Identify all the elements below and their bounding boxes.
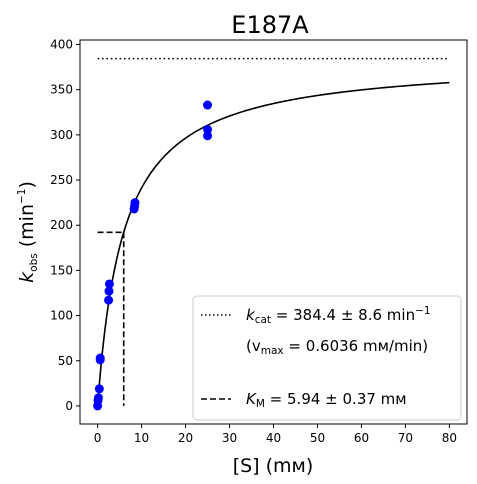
data-point [104, 295, 114, 305]
data-point [93, 393, 103, 403]
legend-kcat-value: = 384.4 ± 8.6 min [271, 306, 415, 324]
data-point [130, 198, 140, 208]
data-point [95, 353, 105, 363]
legend-vmax-open: (v [246, 337, 261, 355]
y-tick-label: 50 [58, 354, 73, 368]
legend-kcat-exponent: −1 [415, 305, 430, 317]
x-tick-label: 80 [442, 431, 457, 445]
x-axis-ticks: 0 10 20 30 40 50 60 70 80 [94, 424, 457, 445]
x-tick-label: 50 [310, 431, 325, 445]
data-point [203, 131, 213, 141]
legend-km-subscript: M [256, 398, 265, 410]
data-point [104, 286, 114, 296]
y-tick-label: 100 [50, 309, 73, 323]
x-tick-label: 0 [94, 431, 102, 445]
legend-vmax-subscript: max [261, 345, 284, 357]
data-point [94, 384, 104, 394]
x-tick-label: 20 [178, 431, 193, 445]
y-tick-label: 0 [65, 399, 73, 413]
legend-kcat-entry: kcat = 384.4 ± 8.6 min−1 [246, 305, 431, 326]
legend-km-value: = 5.94 ± 0.37 mᴍ [265, 390, 407, 408]
y-axis-label-sub: obs [28, 253, 40, 272]
reference-lines [97, 57, 450, 406]
x-tick-label: 30 [222, 431, 237, 445]
fit-curve [96, 81, 450, 406]
plot-area: 0 10 20 30 40 50 60 70 80 0 50 100 150 200 250 300 350 4… [50, 38, 468, 445]
y-axis-label-main: k [16, 271, 38, 283]
y-axis-ticks: 0 50 100 150 200 250 300 350 400 [50, 38, 80, 413]
legend-box [192, 295, 462, 421]
x-tick-label: 40 [266, 431, 281, 445]
data-points [93, 100, 213, 411]
legend-vmax-value: = 0.6036 mᴍ/min) [284, 337, 428, 355]
x-tick-label: 60 [354, 431, 369, 445]
y-tick-label: 250 [50, 173, 73, 187]
legend-kcat-subscript: cat [255, 314, 271, 326]
y-axis-label-unit-exp: −1 [16, 189, 28, 204]
legend-km-entry: KM = 5.94 ± 0.37 mᴍ [246, 390, 407, 410]
x-tick-label: 10 [134, 431, 149, 445]
data-point [203, 100, 213, 110]
y-tick-label: 150 [50, 263, 73, 277]
legend: kcat = 384.4 ± 8.6 min−1 (vmax = 0.6036 … [192, 295, 462, 421]
y-axis-label: kobs (min−1) [16, 181, 40, 283]
x-tick-label: 70 [398, 431, 413, 445]
legend-km-symbol: K [246, 390, 257, 408]
y-tick-label: 200 [50, 218, 73, 232]
legend-kcat-symbol: k [246, 306, 256, 324]
y-tick-label: 400 [50, 38, 73, 52]
y-tick-label: 350 [50, 83, 73, 97]
chart-title: E187A [231, 11, 309, 39]
legend-vmax-entry: (vmax = 0.6036 mᴍ/min) [246, 337, 428, 357]
y-axis-label-unit-close: ) [16, 181, 38, 188]
data-point [203, 124, 213, 134]
data-point [104, 279, 114, 289]
fit-layer [96, 81, 450, 406]
y-axis-label-unit: (min [16, 204, 38, 253]
x-axis-label: [S] (mᴍ) [233, 455, 314, 477]
y-tick-label: 300 [50, 128, 73, 142]
